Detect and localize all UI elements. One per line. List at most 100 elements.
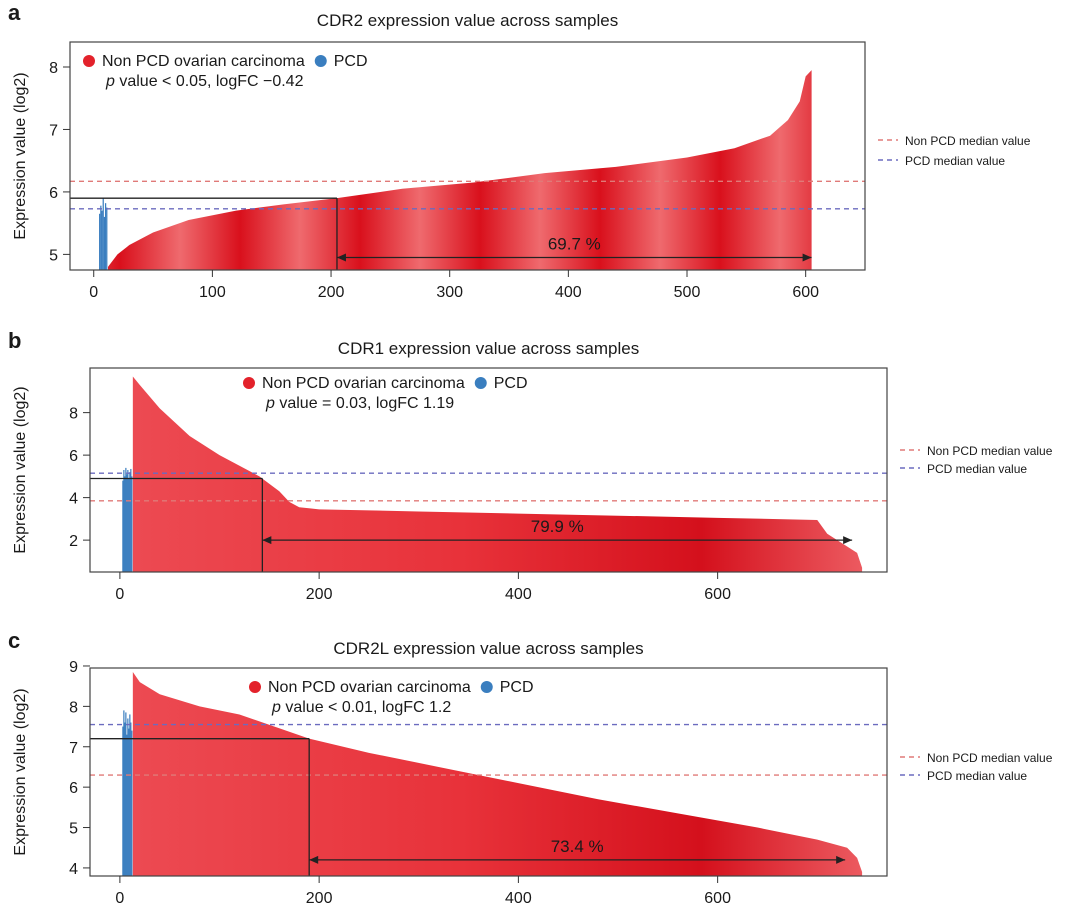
legend-marker-non-pcd: [243, 377, 255, 389]
pcd-bar: [127, 718, 129, 876]
pcd-bar: [130, 468, 132, 572]
legend-statistics: p value = 0.03, logFC 1.19: [265, 395, 454, 412]
panel-b: b CDR1 expression value across samples Exp…: [8, 328, 1053, 603]
panel-c: c CDR2L expression value across samples Ex…: [8, 628, 1053, 907]
pcd-bar: [100, 205, 102, 270]
pcd-bar: [123, 470, 125, 572]
y-tick-label: 2: [69, 533, 78, 550]
arrow-head-left: [336, 253, 346, 262]
statistics-text: value < 0.01, logFC 1.2: [281, 699, 451, 716]
legend-marker-non-pcd: [249, 681, 261, 693]
y-tick-label: 6: [69, 448, 78, 465]
pcd-bar: [131, 730, 133, 876]
legend-label-pcd: PCD: [494, 375, 528, 392]
panel-label: a: [8, 0, 21, 25]
legend-statistics: p value < 0.01, logFC 1.2: [271, 699, 451, 716]
non-pcd-area: [132, 672, 863, 876]
side-legend-label: Non PCD median value: [927, 444, 1053, 458]
pcd-bar: [128, 728, 130, 876]
y-tick-label: 4: [69, 861, 78, 878]
pcd-bar: [123, 710, 125, 876]
pcd-bar: [126, 474, 128, 572]
y-tick-label: 5: [49, 247, 58, 264]
x-tick-label: 200: [306, 890, 333, 907]
y-tick-label: 9: [69, 659, 78, 676]
pcd-bar: [106, 207, 108, 270]
plot-frame: [69, 41, 866, 271]
y-axis-label: Expression value (log2): [12, 688, 29, 855]
percentage-label: 79.9 %: [531, 517, 584, 536]
pcd-bar: [125, 467, 127, 572]
pcd-bar: [104, 203, 107, 270]
x-tick-label: 0: [115, 586, 124, 603]
pcd-bar: [101, 210, 103, 270]
legend-label-pcd: PCD: [334, 53, 368, 70]
y-tick-label: 8: [49, 60, 58, 77]
chart-title: CDR2 expression value across samples: [317, 11, 618, 30]
pcd-bar: [130, 722, 132, 876]
pcd-bar: [122, 480, 124, 572]
x-tick-label: 0: [89, 284, 98, 301]
x-tick-label: 0: [115, 890, 124, 907]
legend-marker-pcd: [474, 377, 487, 389]
p-symbol: p: [265, 395, 275, 412]
x-tick-label: 200: [306, 586, 333, 603]
pcd-bar: [122, 726, 124, 876]
side-legend-label: PCD median value: [927, 769, 1027, 783]
legend-marker-non-pcd: [83, 55, 95, 67]
y-tick-label: 7: [69, 740, 78, 757]
y-axis-label: Expression value (log2): [12, 386, 29, 553]
x-tick-label: 400: [505, 890, 532, 907]
plot-frame: [89, 667, 888, 877]
legend-label-pcd: PCD: [500, 679, 534, 696]
pcd-bar: [124, 722, 126, 876]
p-symbol: p: [271, 699, 281, 716]
percentage-label: 69.7 %: [548, 235, 601, 254]
y-tick-label: 6: [49, 185, 58, 202]
pcd-bar: [102, 198, 104, 270]
pcd-bar: [131, 476, 133, 572]
pcd-bar: [103, 216, 106, 270]
percentage-label: 73.4 %: [551, 837, 604, 856]
x-tick-label: 600: [704, 890, 731, 907]
x-tick-label: 600: [704, 586, 731, 603]
y-axis-label: Expression value (log2): [12, 72, 29, 239]
x-tick-label: 600: [792, 284, 819, 301]
pcd-bar: [129, 714, 131, 876]
panel-a: a CDR2 expression value across samples Exp…: [8, 0, 1031, 301]
x-tick-label: 500: [674, 284, 701, 301]
legend-marker-pcd: [314, 55, 327, 67]
legend-label-non-pcd: Non PCD ovarian carcinoma: [102, 53, 305, 70]
arrow-head-left: [262, 536, 272, 545]
pcd-bar: [126, 734, 128, 876]
panel-label: c: [8, 628, 20, 653]
legend-label-non-pcd: Non PCD ovarian carcinoma: [262, 375, 465, 392]
non-pcd-area: [132, 376, 863, 572]
legend-marker-pcd: [480, 681, 493, 693]
pcd-bar: [127, 470, 129, 572]
y-tick-label: 4: [69, 491, 78, 508]
arrow-head-right: [802, 253, 812, 262]
chart-title: CDR2L expression value across samples: [333, 639, 643, 658]
pcd-bar: [128, 478, 130, 572]
side-legend-label: PCD median value: [905, 154, 1005, 168]
arrow-head-right: [836, 855, 846, 864]
y-tick-label: 7: [49, 122, 58, 139]
pcd-bar: [99, 213, 101, 270]
side-legend-label: Non PCD median value: [905, 134, 1031, 148]
plot-frame: [89, 367, 888, 573]
chart-title: CDR1 expression value across samples: [338, 339, 639, 358]
x-tick-label: 200: [318, 284, 345, 301]
pcd-bar: [129, 472, 131, 572]
arrow-head-right: [843, 536, 853, 545]
panel-label: b: [8, 328, 21, 353]
non-pcd-area: [107, 70, 812, 270]
statistics-text: value < 0.05, logFC −0.42: [115, 73, 304, 90]
p-symbol: p: [105, 73, 115, 90]
pcd-bar: [124, 476, 126, 572]
x-tick-label: 100: [199, 284, 226, 301]
x-tick-label: 400: [555, 284, 582, 301]
arrow-head-left: [309, 855, 319, 864]
pcd-bar: [125, 712, 127, 876]
